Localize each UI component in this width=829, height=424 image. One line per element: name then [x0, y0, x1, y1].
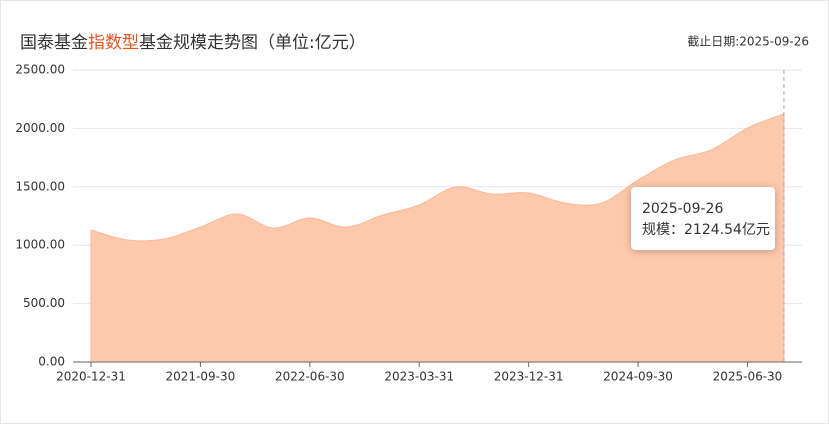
- chart-title: 国泰基金指数型基金规模走势图（单位:亿元）: [20, 33, 366, 53]
- title-highlight: 指数型: [88, 33, 139, 53]
- y-tick-label: 1000.00: [15, 238, 65, 252]
- tooltip-text: 规模：2124.54亿元: [642, 222, 770, 238]
- title-part: 基金规模走势图（单位:亿元）: [139, 33, 366, 53]
- x-tick-label: 2024-09-30: [603, 370, 673, 384]
- y-tick-label: 2500.00: [15, 63, 65, 77]
- y-tick-label: 0.00: [38, 355, 65, 369]
- x-tick-label: 2023-12-31: [494, 370, 564, 384]
- date-note: 截止日期:2025-09-26: [687, 35, 809, 49]
- y-tick-label: 2000.00: [15, 121, 65, 135]
- tooltip-title: 2025-09-26: [642, 201, 724, 217]
- x-tick-label: 2021-09-30: [166, 370, 236, 384]
- title-part: 国泰基金: [20, 33, 88, 53]
- y-tick-label: 500.00: [23, 296, 65, 310]
- y-tick-label: 1500.00: [15, 179, 65, 193]
- area: [90, 113, 785, 363]
- x-tick-label: 2020-12-31: [56, 370, 126, 384]
- x-tick-label: 2022-06-30: [275, 370, 345, 384]
- tooltip: 2025-09-26 规模：2124.54亿元: [631, 187, 775, 250]
- x-tick-label: 2023-03-31: [384, 370, 454, 384]
- x-tick-label: 2025-06-30: [713, 370, 783, 384]
